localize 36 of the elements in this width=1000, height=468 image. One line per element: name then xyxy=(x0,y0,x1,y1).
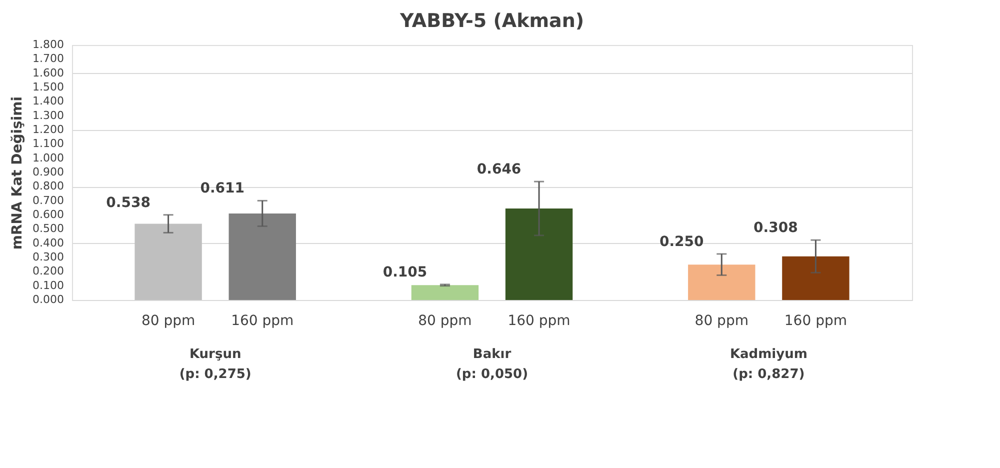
y-tick-label: 0.100 xyxy=(32,278,64,292)
text: 160 ppm xyxy=(784,313,847,329)
data-label: 0.105 xyxy=(382,264,428,280)
y-tick-label: 1.100 xyxy=(32,137,64,150)
y-axis-title: mRNA Kat Değişimi xyxy=(10,96,26,250)
y-tick-label: 1.200 xyxy=(32,123,64,136)
y-tick-label: 0.800 xyxy=(32,180,64,193)
text: 80 ppm xyxy=(418,313,472,329)
data-label: 0.611 xyxy=(200,180,245,197)
y-tick-label: 0.300 xyxy=(32,250,64,264)
y-tick-label: 0.200 xyxy=(32,264,64,278)
x-tick-label: Kadmiyum (p: 0,827) xyxy=(730,347,808,382)
data-label: 0.538 xyxy=(106,194,150,211)
y-tick-label: 0.000 xyxy=(32,293,64,306)
y-tick-label: 1.300 xyxy=(32,108,64,122)
chart-title: YABBY-5 (Akman) xyxy=(398,10,584,32)
y-tick-label: 0.600 xyxy=(32,208,64,221)
data-label: 0.250 xyxy=(659,234,704,250)
series-label: 80 ppm xyxy=(141,313,196,329)
y-tick-label: 1.500 xyxy=(32,80,64,94)
y-tick-label: 0.500 xyxy=(32,222,64,236)
series-label: 160 ppm xyxy=(231,313,294,329)
y-tick-label: 1.600 xyxy=(32,66,64,80)
data-label: 0.646 xyxy=(476,162,522,178)
text: 160 ppm xyxy=(508,313,570,329)
y-tick-label: 0.400 xyxy=(32,236,64,250)
y-tick-label: 1.700 xyxy=(32,52,64,66)
y-tick-label: 1.800 xyxy=(32,38,64,51)
y-tick-label: 0.700 xyxy=(32,194,64,207)
y-tick-label: 1.400 xyxy=(32,94,64,108)
y-tick-label: 0.900 xyxy=(32,166,64,178)
data-label: 0.308 xyxy=(754,220,798,236)
x-tick-label: Kurşun (p: 0,275) xyxy=(179,347,252,382)
y-tick-label: 1.000 xyxy=(32,151,64,164)
x-tick-label: Bakır (p: 0,050) xyxy=(456,347,528,382)
text: 80 ppm xyxy=(694,313,748,329)
